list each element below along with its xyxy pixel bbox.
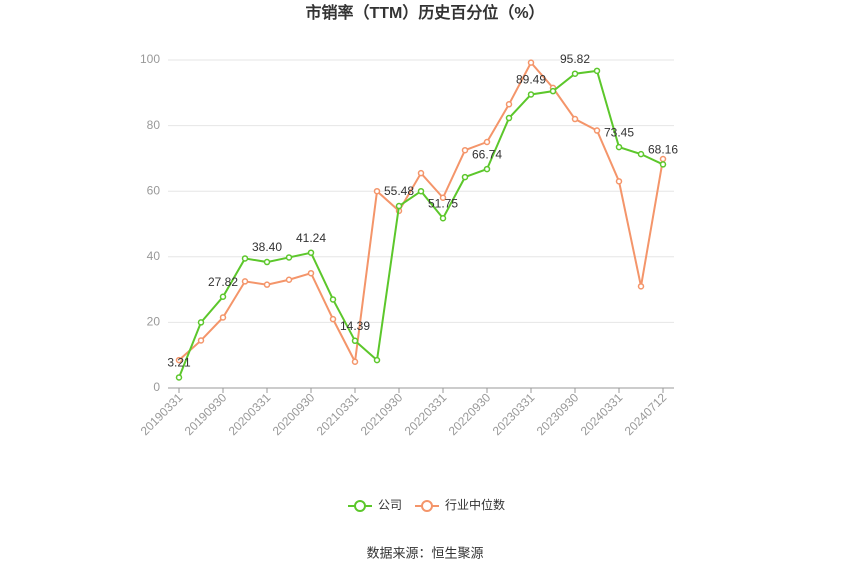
point <box>527 59 535 66</box>
point <box>373 187 381 195</box>
point <box>197 319 205 326</box>
point <box>439 215 447 222</box>
x-tick-label: 20220331 <box>402 390 450 438</box>
point <box>571 70 579 77</box>
point <box>329 315 337 323</box>
legend-marker <box>421 500 433 512</box>
point <box>615 143 623 151</box>
point <box>351 358 359 366</box>
source: 数据来源：恒生聚源 <box>366 545 483 560</box>
point <box>549 87 557 95</box>
y-tick-label: 80 <box>147 118 161 132</box>
data-label: 89.49 <box>516 73 546 87</box>
point <box>263 258 271 266</box>
point <box>373 356 381 364</box>
y-tick-label: 20 <box>147 315 161 329</box>
point <box>285 276 293 284</box>
point <box>637 283 645 290</box>
x-tick-label: 20230331 <box>490 390 538 438</box>
data-label: 95.82 <box>560 52 590 66</box>
x-tick-label: 20200930 <box>270 390 318 438</box>
point <box>417 169 425 177</box>
point <box>659 155 667 163</box>
y-tick-label: 60 <box>147 183 161 197</box>
point <box>659 161 667 168</box>
data-label: 3.21 <box>167 356 191 370</box>
point <box>307 249 315 256</box>
point <box>395 202 403 210</box>
data-label: 38.40 <box>252 240 282 254</box>
point <box>175 356 183 364</box>
data-label: 73.45 <box>604 125 634 139</box>
x-tick-label: 20210331 <box>314 390 362 438</box>
data-label: 66.74 <box>472 147 502 161</box>
y-tick-label: 100 <box>140 52 160 66</box>
point <box>307 269 315 277</box>
data-label: 51.75 <box>428 196 458 210</box>
x-tick-label: 20190930 <box>182 390 230 438</box>
point <box>527 91 535 98</box>
series-line <box>178 60 664 366</box>
x-tick-label: 20190331 <box>138 390 186 438</box>
point <box>241 278 249 285</box>
data-label: 41.24 <box>296 231 326 245</box>
x-tick-label: 20240331 <box>578 390 626 438</box>
legend-label: 公司 <box>378 498 402 512</box>
point <box>461 173 469 181</box>
data-label: 55.48 <box>384 184 414 198</box>
point <box>593 127 601 134</box>
point <box>505 114 513 122</box>
point <box>505 101 513 108</box>
data-label: 68.16 <box>648 143 678 157</box>
x-tick-label: 20240712 <box>622 390 670 438</box>
point <box>461 146 469 154</box>
chart-title: 市销率（TTM）历史百分位（%） <box>305 3 544 22</box>
x-tick-label: 20200331 <box>226 390 274 438</box>
x-tick-label: 20220930 <box>446 390 494 438</box>
point <box>263 281 271 288</box>
point <box>615 178 623 185</box>
legend-marker <box>354 500 366 512</box>
point <box>219 314 227 321</box>
point <box>175 374 183 381</box>
point <box>285 254 293 261</box>
point <box>219 293 227 301</box>
point <box>417 187 425 195</box>
data-label: 27.82 <box>208 275 238 289</box>
point <box>637 150 645 158</box>
x-tick-label: 20230930 <box>534 390 582 438</box>
point <box>439 194 447 202</box>
point <box>241 255 249 262</box>
point <box>351 337 359 345</box>
data-label: 14.39 <box>340 319 370 333</box>
point <box>571 115 579 123</box>
point <box>329 296 337 303</box>
series-line <box>178 69 664 378</box>
legend-label: 行业中位数 <box>445 497 505 512</box>
point <box>197 337 205 344</box>
point <box>483 138 491 146</box>
point <box>483 165 491 173</box>
y-tick-label: 0 <box>153 380 160 394</box>
x-tick-label: 20210930 <box>358 390 406 438</box>
y-tick-label: 40 <box>147 249 161 263</box>
point <box>593 67 601 75</box>
